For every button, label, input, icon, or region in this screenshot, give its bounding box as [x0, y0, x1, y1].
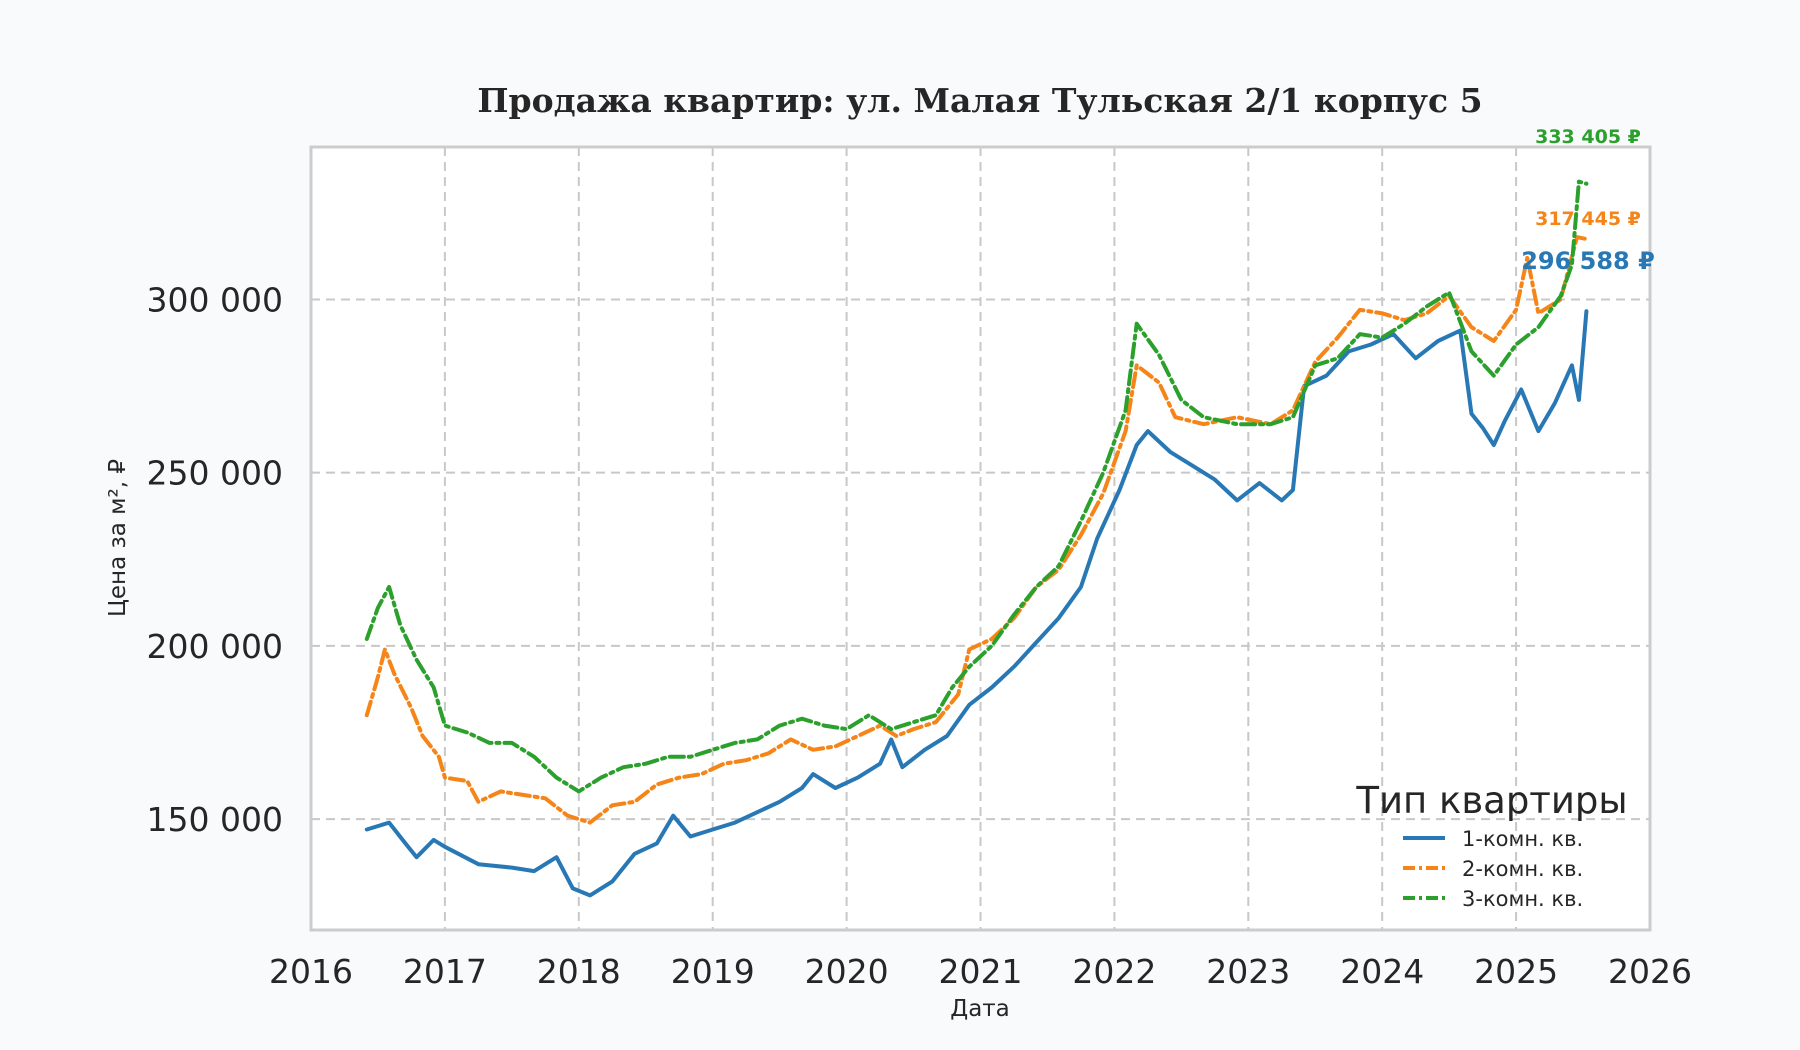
legend-title: Тип квартиры — [1355, 779, 1627, 822]
x-tick-label: 2017 — [403, 952, 487, 991]
x-tick-label: 2018 — [537, 952, 621, 991]
x-tick-label: 2016 — [269, 952, 353, 991]
legend-label-1: 1-комн. кв. — [1462, 827, 1583, 851]
grid — [311, 147, 1650, 930]
x-tick-label: 2025 — [1474, 952, 1558, 991]
tick-labels: 2016 2017 2018 2019 2020 2021 2022 2023 2024 2025… — [147, 280, 1692, 991]
y-tick-label: 250 000 — [147, 454, 283, 493]
x-tick-label: 2024 — [1340, 952, 1424, 991]
plot-frame — [309, 145, 1652, 932]
x-tick-label: 2021 — [939, 952, 1023, 991]
x-tick-label: 2026 — [1608, 952, 1692, 991]
series-layer — [364, 179, 1589, 898]
end-value-label-1: 296 588 ₽ — [1521, 247, 1655, 275]
series-line-3 — [364, 179, 1589, 794]
end-labels: 296 588 ₽ 317 445 ₽ 333 405 ₽ — [1521, 126, 1655, 275]
x-axis-title: Дата — [950, 996, 1010, 1022]
y-axis-title: Цена за м², ₽ — [105, 459, 131, 617]
end-value-label-2: 317 445 ₽ — [1535, 208, 1641, 230]
y-tick-label: 150 000 — [147, 800, 283, 839]
series-line-2 — [364, 235, 1589, 825]
x-tick-label: 2019 — [671, 952, 755, 991]
end-value-label-3: 333 405 ₽ — [1535, 126, 1641, 148]
legend-items: 1-комн. кв. 2-комн. кв. 3-комн. кв. — [1403, 827, 1583, 911]
legend-label-2: 2-комн. кв. — [1462, 857, 1583, 881]
y-tick-label: 200 000 — [147, 627, 283, 666]
y-tick-label: 300 000 — [147, 280, 283, 319]
series-line-1 — [364, 309, 1589, 898]
x-tick-label: 2022 — [1072, 952, 1156, 991]
x-tick-label: 2023 — [1206, 952, 1290, 991]
chart-title: Продажа квартир: ул. Малая Тульская 2/1 … — [477, 81, 1482, 120]
legend: Тип квартиры 1-комн. кв. 2-комн. кв. 3-ком… — [1355, 779, 1627, 911]
x-tick-label: 2020 — [805, 952, 889, 991]
legend-label-3: 3-комн. кв. — [1462, 887, 1583, 911]
